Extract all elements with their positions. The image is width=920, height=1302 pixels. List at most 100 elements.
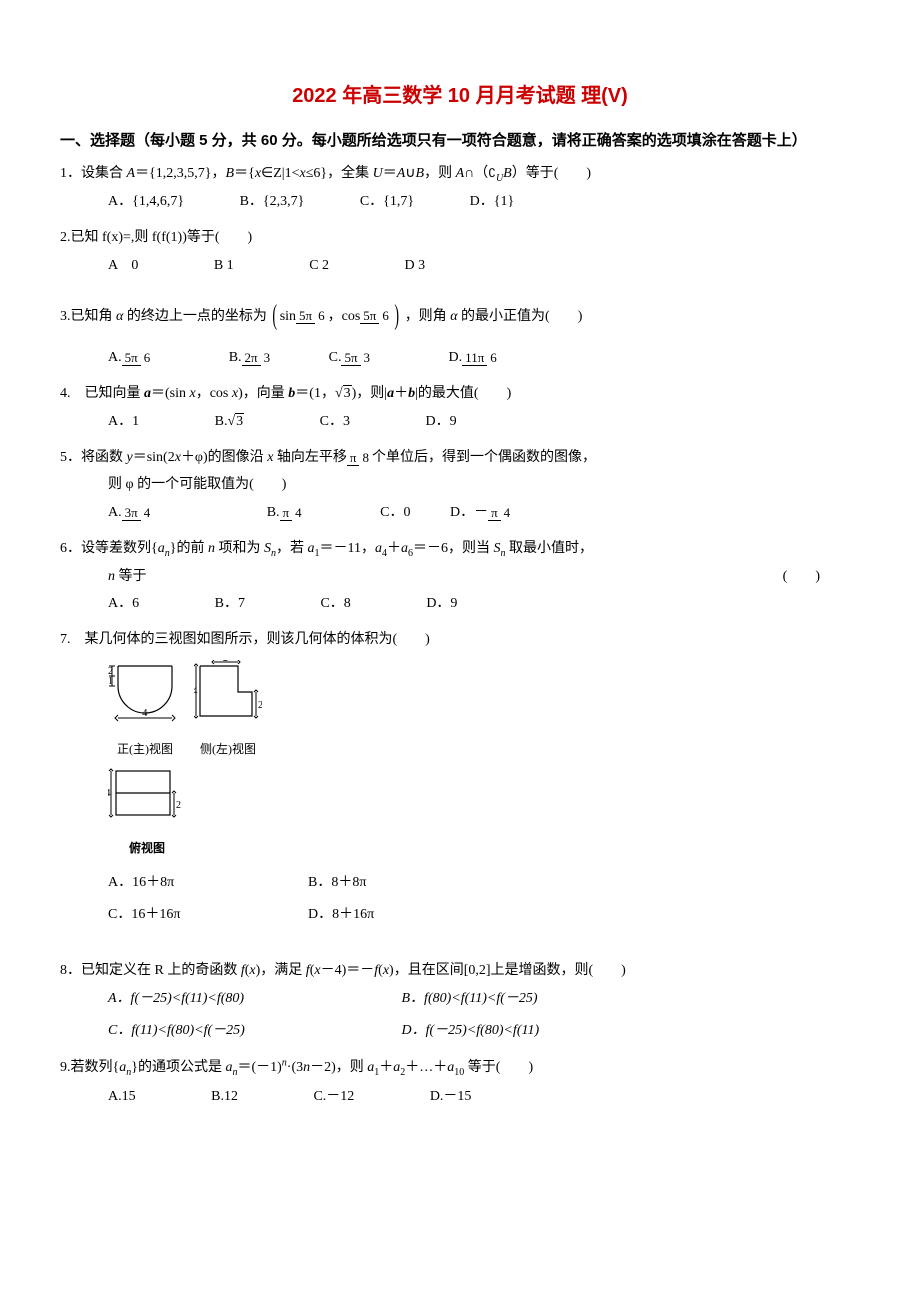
text: ＋…＋ bbox=[405, 1060, 447, 1075]
text: ∩（ bbox=[464, 166, 488, 181]
q9-opt-b: B.12 bbox=[211, 1083, 238, 1111]
svg-text:2: 2 bbox=[176, 800, 181, 811]
text: D．－ bbox=[450, 505, 488, 520]
text: ，cos bbox=[196, 386, 232, 401]
question-4: 4. 已知向量 a＝(sin x，cos x)，向量 b＝(1，3)，则|a＋b… bbox=[60, 380, 860, 436]
top-view-label: 俯视图 bbox=[108, 836, 186, 860]
q8-opt-a: A．f(－25)<f(11)<f(80) bbox=[108, 985, 398, 1013]
q9-opt-c: C.－12 bbox=[313, 1083, 354, 1111]
den: 4 bbox=[501, 505, 514, 520]
text: B. bbox=[229, 350, 242, 365]
text: A. bbox=[108, 350, 122, 365]
text: }的前 bbox=[170, 541, 208, 556]
num: π bbox=[280, 505, 293, 521]
text: 9.若数列{ bbox=[60, 1060, 119, 1075]
q2-stem: 2.已知 f(x)=,则 f(f(1))等于( ) bbox=[60, 230, 252, 245]
text: ）等于( ) bbox=[512, 166, 591, 181]
blank: ( ) bbox=[783, 564, 820, 591]
q1-opt-c: C．{1,7} bbox=[360, 188, 414, 216]
q7-stem: 7. 某几何体的三视图如图所示，则该几何体的体积为( ) bbox=[60, 632, 430, 647]
exam-title: 2022 年高三数学 10 月月考试题 理(V) bbox=[60, 80, 860, 112]
q7-opt-c: C．16＋16π bbox=[108, 901, 308, 929]
q4-opt-a: A．1 bbox=[108, 408, 139, 436]
num: 3π bbox=[122, 505, 141, 521]
question-6: 6．设等差数列{an}的前 n 项和为 Sn，若 a1＝－11，a4＋a6＝－6… bbox=[60, 535, 860, 618]
q6-stem: 6．设等差数列{an}的前 n 项和为 Sn，若 a1＝－11，a4＋a6＝－6… bbox=[60, 541, 593, 556]
q7-opt-b: B．8＋8π bbox=[308, 875, 366, 890]
text: －4)＝－ bbox=[321, 963, 375, 978]
text: ＋φ)的图像沿 bbox=[181, 450, 267, 465]
q4-opt-b: B.3 bbox=[215, 408, 245, 436]
q6-opt-a: A．6 bbox=[108, 590, 139, 618]
svg-text:1: 1 bbox=[108, 676, 113, 687]
text: 个单位后，得到一个偶函数的图像， bbox=[372, 450, 596, 465]
text: ＝sin(2 bbox=[133, 450, 175, 465]
text: ＝(sin bbox=[151, 386, 190, 401]
text: D. bbox=[449, 350, 463, 365]
svg-text:4: 4 bbox=[142, 707, 148, 719]
text: 的最小正值为( ) bbox=[458, 309, 583, 324]
text: C. bbox=[329, 350, 342, 365]
q3-opt-b: B.2π3 bbox=[229, 344, 273, 372]
text: ＝{1,2,3,5,7}， bbox=[135, 166, 225, 181]
question-7: 7. 某几何体的三视图如图所示，则该几何体的体积为( ) 2 1 bbox=[60, 626, 860, 929]
text: 取最小值时， bbox=[505, 541, 593, 556]
text: ，则角 bbox=[405, 309, 451, 324]
den: 6 bbox=[487, 350, 500, 365]
side-view-diagram: 2 4 2 侧(左)视图 bbox=[194, 660, 262, 761]
q2-opt-c: C 2 bbox=[309, 252, 329, 280]
question-5: 5．将函数 y＝sin(2x＋φ)的图像沿 x 轴向左平移π8个单位后，得到一个… bbox=[60, 444, 860, 527]
q2-opt-d: D 3 bbox=[405, 252, 426, 280]
text: ＋ bbox=[379, 1060, 393, 1075]
q5-opt-d: D．－π4 bbox=[450, 499, 513, 527]
svg-text:2: 2 bbox=[223, 660, 228, 664]
text: 轴向左平移 bbox=[273, 450, 347, 465]
num: π bbox=[347, 450, 360, 466]
text: ＝(1， bbox=[295, 386, 335, 401]
den: 6 bbox=[379, 308, 392, 323]
text: ＋ bbox=[387, 541, 401, 556]
q4-opt-d: D．9 bbox=[426, 408, 457, 436]
q6-opt-b: B．7 bbox=[215, 590, 245, 618]
text: )，向量 bbox=[238, 386, 288, 401]
q3-opt-d: D.11π6 bbox=[449, 344, 500, 372]
q6-opt-d: D．9 bbox=[426, 590, 457, 618]
q8-opt-c: C．f(11)<f(80)<f(－25) bbox=[108, 1017, 398, 1045]
cos-label: cos bbox=[342, 309, 361, 324]
num: 5π bbox=[296, 308, 315, 324]
text: ＝－6，则当 bbox=[413, 541, 494, 556]
text: B. bbox=[267, 505, 280, 520]
text: ∪ bbox=[405, 166, 415, 181]
den: 6 bbox=[141, 350, 154, 365]
q5-opt-b: B.π4 bbox=[267, 499, 305, 527]
q2-opt-a: A 0 bbox=[108, 252, 138, 280]
text: )，满足 bbox=[256, 963, 306, 978]
q2-opt-b: B 1 bbox=[214, 252, 234, 280]
text: 等于 bbox=[115, 569, 147, 584]
question-9: 9.若数列{an}的通项公式是 an＝(－1)n·(3n－2)，则 a1＋a2＋… bbox=[60, 1053, 860, 1110]
text: ＝ bbox=[383, 166, 397, 181]
text: 项和为 bbox=[215, 541, 264, 556]
text: 8．已知定义在 R 上的奇函数 bbox=[60, 963, 241, 978]
num: π bbox=[488, 505, 501, 521]
q3-opt-a: A.5π6 bbox=[108, 344, 153, 372]
text: 6．设等差数列{ bbox=[60, 541, 158, 556]
text: ＝{ bbox=[234, 166, 255, 181]
q5-opt-c: C．0 bbox=[380, 499, 410, 527]
q6-opt-c: C．8 bbox=[320, 590, 350, 618]
text: 的终边上一点的坐标为 bbox=[123, 309, 267, 324]
text: A. bbox=[108, 505, 122, 520]
text: B. bbox=[215, 414, 228, 429]
num: 2π bbox=[242, 350, 261, 366]
den: 3 bbox=[261, 350, 274, 365]
question-3: 3.已知角 α 的终边上一点的坐标为 (sin5π6，cos5π6) ，则角 α… bbox=[60, 288, 860, 372]
q1-opt-d: D．{1} bbox=[470, 188, 515, 216]
text: ＝－11， bbox=[319, 541, 374, 556]
text: －2)，则 bbox=[310, 1060, 367, 1075]
front-view-diagram: 2 1 4 正(主)视图 bbox=[108, 660, 182, 761]
q9-stem: 9.若数列{an}的通项公式是 an＝(－1)n·(3n－2)，则 a1＋a2＋… bbox=[60, 1060, 533, 1075]
section-1-header: 一、选择题（每小题 5 分，共 60 分。每小题所给选项只有一项符合题意，请将正… bbox=[60, 128, 860, 154]
text: 等于( ) bbox=[464, 1060, 533, 1075]
text: }的通项公式是 bbox=[131, 1060, 225, 1075]
text: 3.已知角 bbox=[60, 309, 116, 324]
